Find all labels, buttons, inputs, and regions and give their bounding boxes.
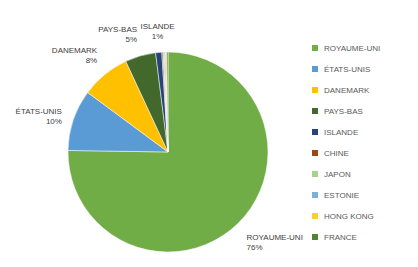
legend-label: ROYAUME-UNI: [324, 44, 380, 53]
legend-swatch: [312, 234, 318, 240]
legend-swatch: [312, 213, 318, 219]
legend-label: JAPON: [324, 170, 351, 179]
legend-entry: FRANCE: [312, 233, 357, 242]
slice-label: ISLANDE: [140, 21, 174, 30]
slice-value-label: 8%: [86, 56, 98, 65]
pie-slice: [164, 52, 168, 152]
slice-value-label: 76%: [247, 243, 263, 252]
pie-slice: [126, 53, 168, 152]
legend-entry: ESTONIE: [312, 191, 359, 200]
slice-label: ÉTATS-UNIS: [16, 107, 62, 116]
legend-swatch: [312, 87, 318, 93]
slice-value-label: 1%: [152, 31, 164, 40]
legend-label: FRANCE: [324, 233, 357, 242]
legend-label: ISLANDE: [324, 128, 358, 137]
legend-label: ESTONIE: [324, 191, 359, 200]
pie-slice: [163, 52, 168, 152]
pie-slice: [68, 52, 268, 252]
pie: [68, 52, 268, 252]
legend-entry: DANEMARK: [312, 86, 370, 95]
legend-label: DANEMARK: [324, 86, 370, 95]
legend-entry: ISLANDE: [312, 128, 358, 137]
pie-slice: [166, 52, 168, 152]
legend-swatch: [312, 171, 318, 177]
legend-label: ÉTATS-UNIS: [324, 65, 370, 74]
legend: ROYAUME-UNI ÉTATS-UNIS DANEMARK PAYS-BAS ISL…: [312, 44, 380, 242]
pie-slice: [162, 52, 168, 152]
legend-label: PAYS-BAS: [324, 107, 363, 116]
legend-label: HONG KONG: [324, 212, 374, 221]
chart: ROYAUME-UNI76%ÉTATS-UNIS10%DANEMARK8%PAY…: [0, 0, 418, 267]
pie-slice: [156, 52, 168, 152]
legend-swatch: [312, 66, 318, 72]
pie-slice: [167, 52, 168, 152]
slice-label: PAYS-BAS: [98, 25, 137, 34]
legend-swatch: [312, 150, 318, 156]
legend-swatch: [312, 108, 318, 114]
slice-label: DANEMARK: [52, 46, 98, 55]
slice-value-label: 5%: [125, 35, 137, 44]
legend-entry: CHINE: [312, 149, 349, 158]
legend-entry: ÉTATS-UNIS: [312, 65, 370, 74]
legend-label: CHINE: [324, 149, 349, 158]
legend-swatch: [312, 45, 318, 51]
legend-entry: JAPON: [312, 170, 351, 179]
legend-swatch: [312, 192, 318, 198]
legend-entry: PAYS-BAS: [312, 107, 363, 116]
slice-value-label: 10%: [46, 117, 62, 126]
legend-entry: HONG KONG: [312, 212, 374, 221]
legend-swatch: [312, 129, 318, 135]
slice-label: ROYAUME-UNI: [247, 233, 303, 242]
legend-entry: ROYAUME-UNI: [312, 44, 380, 53]
data-labels: ROYAUME-UNI76% ÉTATS-UNIS10% DANEMARK8% PAY…: [16, 21, 303, 251]
